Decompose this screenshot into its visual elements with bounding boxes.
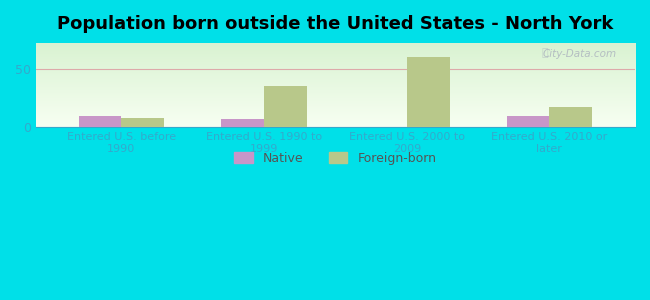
Bar	[264, 86, 307, 127]
Bar	[506, 116, 549, 127]
Bar	[79, 116, 122, 127]
Bar	[122, 118, 164, 127]
Title: Population born outside the United States - North York: Population born outside the United State…	[57, 15, 614, 33]
Text: 🌐: 🌐	[541, 48, 548, 59]
Legend: Native, Foreign-born: Native, Foreign-born	[229, 147, 441, 170]
Bar	[407, 57, 450, 127]
Bar	[221, 119, 264, 127]
Bar	[549, 107, 592, 127]
Text: City-Data.com: City-Data.com	[543, 49, 617, 59]
